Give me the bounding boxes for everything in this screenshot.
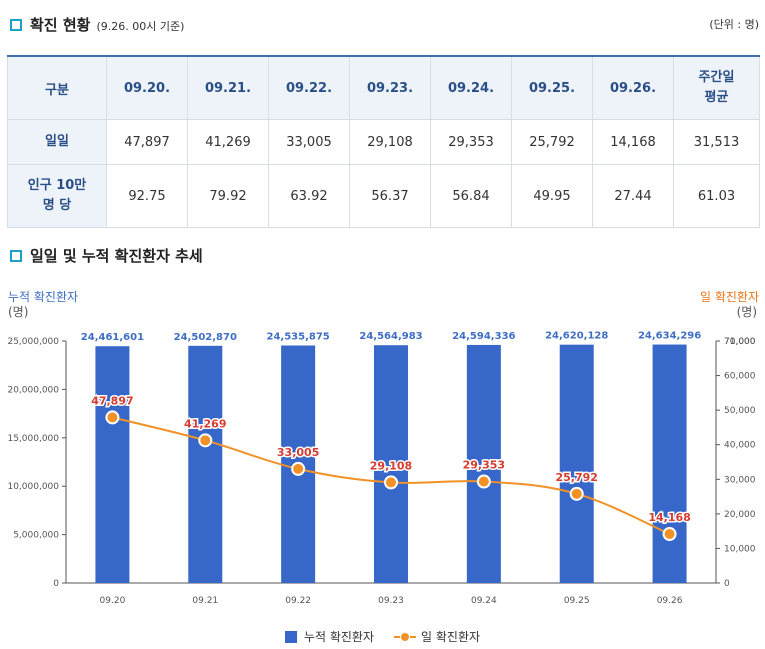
bar-data-label: 24,620,128: [545, 331, 608, 342]
left-tick-label: 5,000,000: [13, 531, 59, 541]
bar-cumulative: [559, 344, 594, 583]
table-cell: 61.03: [673, 164, 760, 228]
bar-cumulative: [652, 344, 687, 583]
table-header-cell: 09.23.: [349, 55, 431, 120]
table-cell: 29,353: [430, 119, 512, 165]
table-cell: 79.92: [187, 164, 269, 228]
x-tick-label: 09.24: [471, 596, 497, 606]
right-tick-label: 50,000: [724, 406, 756, 416]
legend-item-cumulative[interactable]: 누적 확진환자: [284, 628, 375, 645]
x-tick-label: 09.21: [192, 596, 218, 606]
table-cell: 25,792: [511, 119, 593, 165]
line-point: [198, 433, 213, 448]
legend-label: 누적 확진환자: [303, 630, 375, 644]
right-tick-label: 0: [724, 579, 730, 589]
table-cell: 41,269: [187, 119, 269, 165]
right-tick-label: 70,000: [724, 337, 756, 347]
status-title: 확진 현황: [30, 16, 91, 34]
right-axis-unit: (명): [736, 305, 757, 319]
table-header-cell: 09.21.: [187, 55, 269, 120]
x-tick-label: 09.22: [285, 596, 311, 606]
left-tick-label: 20,000,000: [7, 385, 59, 395]
table-header-cell: 09.20.: [106, 55, 188, 120]
line-point: [569, 486, 584, 501]
x-tick-label: 09.23: [378, 596, 404, 606]
table-cell: 31,513: [673, 119, 760, 165]
table-header-cell: 구분: [7, 55, 107, 120]
line-data-label: 29,108: [370, 459, 412, 472]
right-tick-label: 10,000: [724, 544, 756, 554]
line-point: [662, 527, 677, 542]
legend-label: 일 확진환자: [421, 630, 481, 644]
line-data-label: 14,168: [648, 511, 690, 524]
table-cell: 14,168: [592, 119, 674, 165]
left-tick-label: 25,000,000: [7, 337, 59, 347]
bar-data-label: 24,502,870: [174, 332, 237, 343]
section-square-icon: [10, 19, 22, 31]
table-header-cell: 09.24.: [430, 55, 512, 120]
unit-label: (단위 : 명): [709, 18, 759, 31]
table-header-cell: 09.25.: [511, 55, 593, 120]
line-point: [291, 461, 306, 476]
x-tick-label: 09.26: [657, 596, 683, 606]
line-point: [384, 475, 398, 490]
bar-cumulative: [374, 345, 408, 583]
table-header-cell: 09.26.: [592, 55, 674, 120]
right-axis-title: 일 확진환자: [699, 290, 759, 304]
left-axis-title: 누적 확진환자: [8, 290, 79, 304]
section-square-icon: [10, 250, 22, 262]
status-section-header: 확진 현황 (9.26. 00시 기준): [10, 14, 184, 35]
bar-data-label: 24,535,875: [267, 331, 330, 342]
trend-section-header: 일일 및 누적 확진환자 추세: [10, 245, 203, 266]
line-point: [476, 474, 491, 489]
legend-item-daily[interactable]: 일 확진환자: [394, 628, 480, 645]
trend-title: 일일 및 누적 확진환자 추세: [30, 247, 203, 265]
line-point: [105, 410, 120, 425]
legend-line-swatch: [394, 631, 417, 643]
status-subtitle: (9.26. 00시 기준): [96, 20, 185, 33]
table-cell: 29,108: [349, 119, 431, 165]
x-tick-label: 09.25: [564, 596, 590, 606]
table-row: 일일 47,897 41,269 33,005 29,108 29,353 25…: [7, 119, 760, 165]
bar-data-label: 24,564,983: [359, 331, 422, 342]
line-data-label: 29,353: [463, 459, 505, 472]
left-tick-label: 10,000,000: [7, 482, 59, 492]
bar-data-label: 24,594,336: [452, 331, 515, 342]
left-tick-label: 0: [53, 579, 59, 589]
right-tick-label: 40,000: [724, 441, 756, 451]
chart-legend: 누적 확진환자 일 확진환자: [0, 628, 765, 645]
status-table: 구분 09.20. 09.21. 09.22. 09.23. 09.24. 09…: [7, 55, 760, 228]
row-label-per-100k: 인구 10만 명 당: [7, 164, 107, 228]
line-data-label: 41,269: [184, 417, 226, 430]
bar-data-label: 24,461,601: [81, 332, 144, 343]
table-cell: 33,005: [268, 119, 350, 165]
right-tick-label: 60,000: [724, 372, 756, 382]
bar-data-label: 24,634,296: [638, 331, 701, 342]
bar-cumulative: [188, 345, 223, 583]
bar-cumulative: [466, 344, 501, 583]
left-tick-label: 15,000,000: [7, 434, 59, 444]
table-header-row: 구분 09.20. 09.21. 09.22. 09.23. 09.24. 09…: [7, 55, 760, 120]
table-cell: 63.92: [268, 164, 350, 228]
table-cell: 56.84: [430, 164, 512, 228]
line-data-label: 47,897: [91, 394, 133, 407]
line-data-label: 25,792: [555, 471, 597, 484]
x-tick-label: 09.20: [100, 596, 126, 606]
right-tick-label: 30,000: [724, 475, 756, 485]
right-tick-label: 71,000: [724, 337, 756, 347]
table-row: 인구 10만 명 당 92.75 79.92 63.92 56.37 56.84…: [7, 164, 760, 228]
right-tick-label: 20,000: [724, 510, 756, 520]
table-cell: 92.75: [106, 164, 188, 228]
left-axis-unit: (명): [8, 305, 29, 319]
legend-bar-swatch: [284, 630, 297, 643]
line-data-label: 33,005: [277, 446, 319, 459]
bar-cumulative: [95, 346, 130, 583]
